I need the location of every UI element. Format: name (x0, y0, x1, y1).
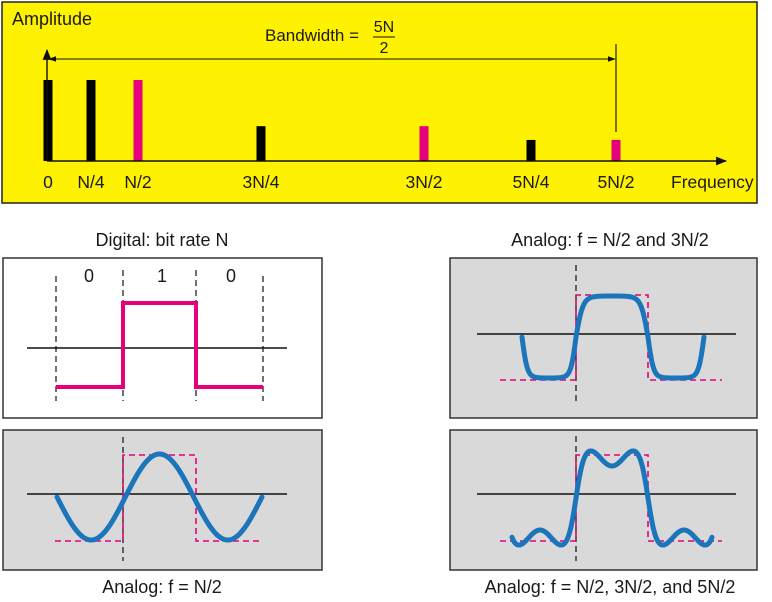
analog-wave-n-2-3n-2 (519, 293, 707, 381)
spectrum-frame (1, 1, 758, 204)
analog-n-2-panel (2, 429, 323, 571)
bandwidth-label: Bandwidth = (265, 26, 359, 45)
spectrum-bar-n-2 (133, 80, 143, 161)
spectrum-bar-3n-4 (256, 126, 266, 161)
spectrum-bar-0 (43, 80, 53, 161)
digital-signal-caption: Digital: bit rate N (95, 230, 228, 250)
analog-wave-n-2 (54, 451, 265, 543)
spectrum-bar-n-4 (86, 80, 96, 161)
analog-n-2-3n-2-caption: Analog: f = N/2 and 3N/2 (511, 230, 709, 250)
frequency-tick-label: 3N/2 (406, 172, 443, 192)
analog-n-2-3n-2-5n-2-panel-frame (449, 429, 758, 571)
digital-signal-panel: 0 1 0 (2, 257, 323, 419)
digital-square-wave (56, 301, 263, 389)
bit-label: 0 (226, 266, 236, 286)
bit-label: 0 (84, 266, 94, 286)
analog-n-2-caption: Analog: f = N/2 (102, 577, 222, 597)
reference-digital-wave (500, 294, 722, 381)
spectrum-bar-5n-4 (526, 139, 536, 161)
frequency-tick-label: 3N/4 (243, 172, 280, 192)
analog-n-2-3n-2-panel-frame (449, 257, 758, 419)
frequency-axis-label: Frequency (671, 172, 754, 192)
spectrum-bar-5n-2 (611, 139, 621, 161)
frequency-tick-label: N/4 (77, 172, 105, 192)
bit-label: 1 (157, 266, 167, 286)
frequency-tick-label: 5N/2 (598, 172, 635, 192)
spectrum-bars (43, 80, 621, 161)
frequency-spectrum: Amplitude Bandwidth = 5N 2 0 N/4 N/2 3N/… (1, 1, 758, 204)
analog-wave-n-2-3n-2-5n-2 (509, 448, 715, 548)
analog-n-2-3n-2-panel (449, 257, 758, 419)
frequency-tick-label: 0 (43, 172, 53, 192)
frequency-tick-label: 5N/4 (513, 172, 550, 192)
analog-n-2-3n-2-5n-2-caption: Analog: f = N/2, 3N/2, and 5N/2 (485, 577, 736, 597)
analog-n-2-panel-frame (2, 429, 323, 571)
amplitude-axis-label: Amplitude (12, 9, 92, 29)
bandwidth-numerator: 5N (374, 19, 394, 36)
spectrum-bar-3n-2 (419, 126, 429, 161)
analog-n-2-3n-2-5n-2-panel (449, 429, 758, 571)
bandwidth-denominator: 2 (380, 40, 389, 57)
frequency-tick-label: N/2 (124, 172, 151, 192)
